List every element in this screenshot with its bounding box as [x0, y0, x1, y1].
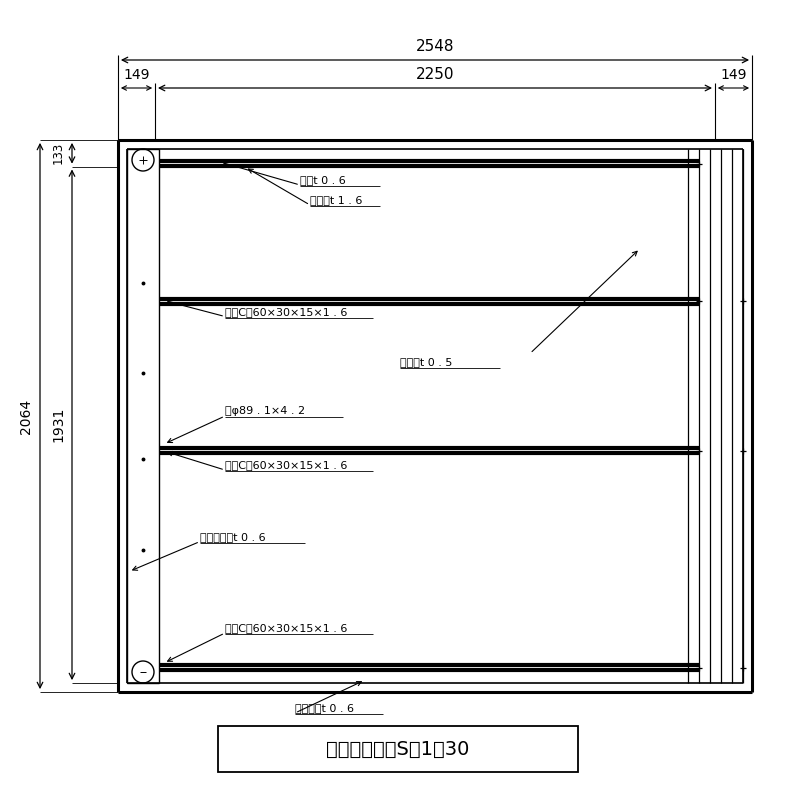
- Text: 133: 133: [52, 142, 65, 165]
- FancyBboxPatch shape: [218, 726, 578, 772]
- Text: 2250: 2250: [416, 67, 454, 82]
- Text: 母屋C－60×30×15×1 . 6: 母屋C－60×30×15×1 . 6: [225, 306, 347, 317]
- Text: 母屋C－60×30×15×1 . 6: 母屋C－60×30×15×1 . 6: [225, 623, 347, 633]
- Text: 梁φ89 . 1×4 . 2: 梁φ89 . 1×4 . 2: [225, 406, 305, 416]
- Text: 149: 149: [720, 68, 746, 82]
- Text: 1931: 1931: [51, 407, 65, 442]
- Text: 母屋C－60×30×15×1 . 6: 母屋C－60×30×15×1 . 6: [225, 460, 347, 470]
- Text: 前化粧板t 0 . 6: 前化粧板t 0 . 6: [295, 703, 354, 713]
- Text: 149: 149: [123, 68, 150, 82]
- Text: 2548: 2548: [416, 39, 454, 54]
- Text: 屋根板t 0 . 5: 屋根板t 0 . 5: [400, 357, 452, 366]
- Text: 軍樋t 0 . 6: 軍樋t 0 . 6: [300, 175, 346, 185]
- Text: 後母屋t 1 . 6: 後母屋t 1 . 6: [310, 195, 362, 205]
- Text: 側面化粧板t 0 . 6: 側面化粧板t 0 . 6: [200, 531, 266, 542]
- Text: 2064: 2064: [19, 398, 33, 434]
- Text: 平　面　図　S＝1：30: 平 面 図 S＝1：30: [326, 739, 470, 758]
